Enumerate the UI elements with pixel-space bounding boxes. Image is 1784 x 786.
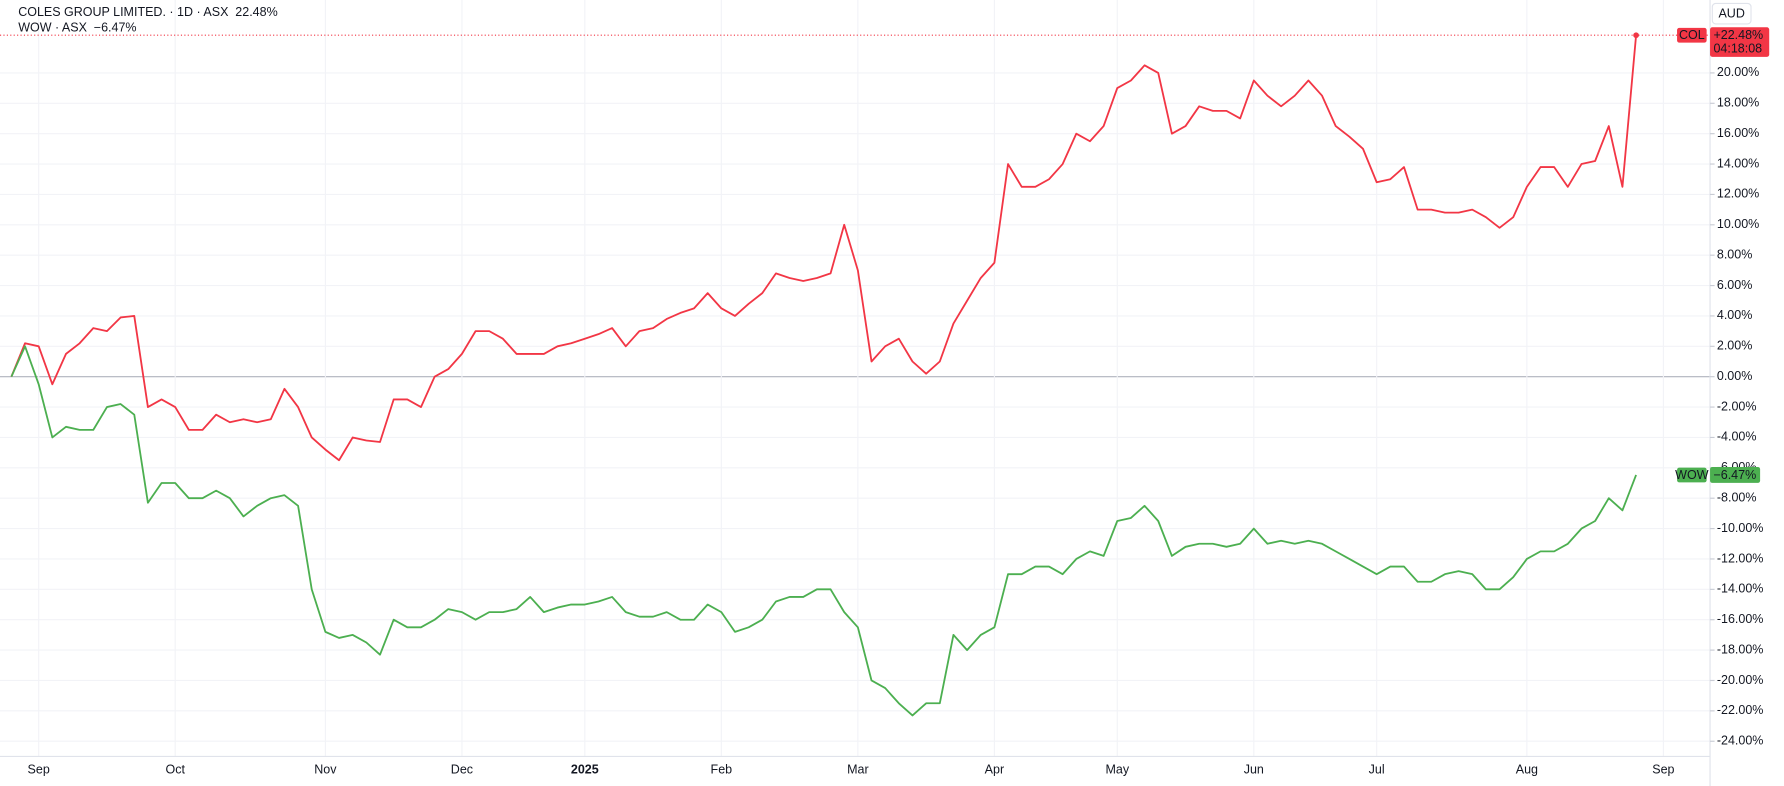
price-label: +22.48% — [1713, 28, 1763, 42]
currency-box[interactable] — [1711, 2, 1752, 25]
x-tick-label: Jul — [1369, 762, 1385, 776]
y-tick-label: -20.00% — [1717, 673, 1764, 687]
x-tick-label: Nov — [314, 762, 337, 776]
y-tick-label: 0.00% — [1717, 369, 1752, 383]
y-tick-label: 8.00% — [1717, 247, 1752, 261]
series-badge: WOW — [1675, 468, 1709, 482]
x-tick-label: 2025 — [571, 762, 599, 776]
y-tick-label: -10.00% — [1717, 521, 1764, 535]
countdown: 04:18:08 — [1713, 42, 1762, 56]
x-tick-label: Mar — [847, 762, 869, 776]
series-line — [10, 345, 1637, 717]
x-tick-label: Oct — [165, 762, 185, 776]
legend-name[interactable]: WOW · ASX — [18, 21, 87, 35]
x-tick-label: May — [1105, 762, 1129, 776]
y-tick-label: 2.00% — [1717, 339, 1752, 353]
y-tick-label: 6.00% — [1717, 278, 1752, 292]
y-tick-label: -2.00% — [1717, 399, 1757, 413]
price-label: −6.47% — [1713, 468, 1756, 482]
y-tick-label: 20.00% — [1717, 65, 1759, 79]
x-tick-label: Aug — [1516, 762, 1538, 776]
y-tick-label: -4.00% — [1717, 430, 1757, 444]
y-tick-label: -16.00% — [1717, 612, 1764, 626]
price-label-bg — [1710, 27, 1770, 57]
x-tick-label: Dec — [451, 762, 473, 776]
y-tick-label: -12.00% — [1717, 551, 1764, 565]
x-tick-label: Sep — [1652, 762, 1674, 776]
series-badge-bg — [1677, 27, 1707, 43]
y-tick-label: 4.00% — [1717, 308, 1752, 322]
y-tick-label: -22.00% — [1717, 703, 1764, 717]
x-tick-label: Apr — [985, 762, 1004, 776]
y-tick-label: 14.00% — [1717, 156, 1759, 170]
plot — [0, 32, 1711, 717]
y-tick-label: 12.00% — [1717, 187, 1759, 201]
price-label-bg — [1710, 467, 1761, 483]
y-tick-label: -8.00% — [1717, 491, 1757, 505]
legend-change: −6.47% — [94, 21, 137, 35]
currency[interactable]: AUD — [1718, 7, 1744, 21]
series-badge-bg — [1677, 467, 1707, 483]
y-tick-label: 18.00% — [1717, 96, 1759, 110]
grid — [0, 0, 1711, 757]
y-tick-label: -14.00% — [1717, 582, 1764, 596]
series-badge: COL — [1679, 28, 1705, 42]
x-tick-label: Sep — [28, 762, 50, 776]
x-tick-label: Feb — [711, 762, 733, 776]
last-point — [1633, 32, 1639, 39]
y-tick-label: -24.00% — [1717, 734, 1764, 748]
series-line — [10, 35, 1637, 462]
y-tick-label: -18.00% — [1717, 642, 1764, 656]
y-tick-label: 10.00% — [1717, 217, 1759, 231]
x-tick-label: Jun — [1244, 762, 1264, 776]
legend-change: 22.48% — [235, 5, 277, 19]
legend-name[interactable]: COLES GROUP LIMITED. · 1D · ASX — [18, 5, 229, 19]
y-tick-label: 16.00% — [1717, 126, 1759, 140]
